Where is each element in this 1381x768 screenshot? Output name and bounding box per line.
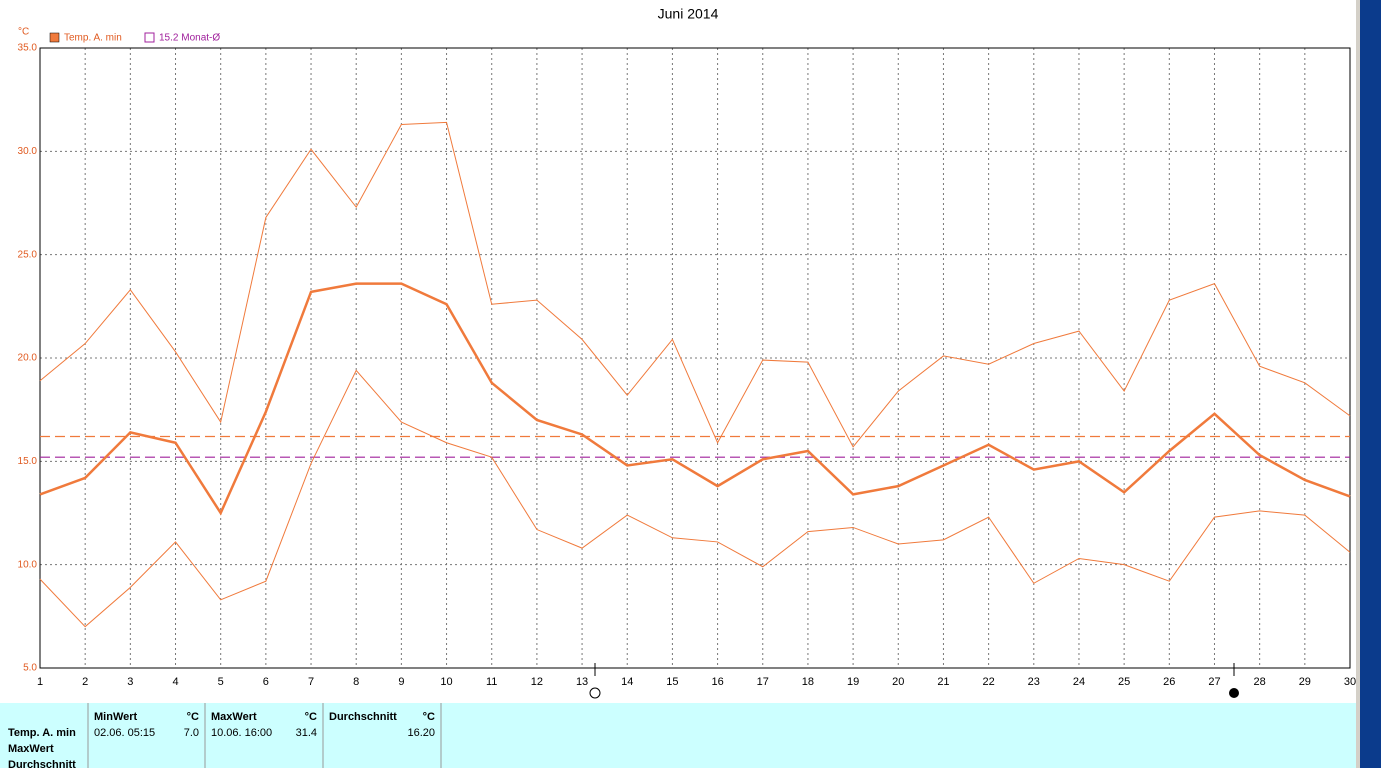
x-tick-label: 19: [847, 676, 859, 688]
x-tick-label: 2: [82, 676, 88, 688]
desktop-strip: [1360, 0, 1381, 768]
column-unit: °C: [305, 711, 317, 723]
x-tick-label: 30: [1344, 676, 1356, 688]
y-unit: °C: [18, 27, 29, 38]
row-label: Temp. A. min: [8, 727, 76, 739]
plot-area: 5.010.015.020.025.030.035.01 2 3 4 5 6 7 8 9 10 11…: [18, 43, 1357, 688]
legend-swatch: [144, 32, 155, 43]
x-tick-label: 23: [1028, 676, 1040, 688]
x-tick-label: 29: [1299, 676, 1311, 688]
x-tick-label: 20: [892, 676, 904, 688]
data-line: [39, 369, 1351, 628]
legend-label: Temp. A. min: [64, 33, 122, 44]
window-edge: [1356, 0, 1360, 768]
legend-swatch: [49, 32, 60, 43]
cell-value: 7.0: [184, 727, 199, 739]
x-tick-label: 7: [308, 676, 314, 688]
x-tick-label: 4: [172, 676, 178, 688]
summary-panel: [0, 703, 1356, 768]
column-unit: °C: [423, 711, 435, 723]
x-tick-label: 28: [1254, 676, 1266, 688]
data-line: [39, 121, 1351, 448]
full-moon: [589, 687, 601, 699]
x-tick-label: 13: [576, 676, 588, 688]
column-header: Durchschnitt: [329, 711, 397, 723]
x-tick-label: 12: [531, 676, 543, 688]
y-tick-label: 20.0: [18, 353, 38, 364]
y-tick-label: 15.0: [18, 456, 38, 467]
data-line: [39, 282, 1351, 516]
cell-value: 31.4: [296, 727, 317, 739]
x-tick-label: 5: [218, 676, 224, 688]
y-tick-label: 10.0: [18, 559, 38, 570]
new-moon: [1229, 688, 1239, 698]
y-tick-label: 5.0: [23, 663, 37, 674]
x-tick-label: 14: [621, 676, 633, 688]
plot-frame: [39, 47, 1351, 669]
summary-table: Temp. A. min MaxWert Durchschnitt MinWert °C…: [8, 703, 442, 768]
cell-time: 02.06. 05:15: [94, 727, 155, 739]
x-tick-label: 24: [1073, 676, 1085, 688]
x-tick-label: 11: [486, 676, 497, 688]
cell-time: 10.06. 16:00: [211, 727, 272, 739]
x-tick-label: 16: [711, 676, 723, 688]
x-tick-label: 27: [1208, 676, 1220, 688]
x-tick-label: 26: [1163, 676, 1175, 688]
y-tick-label: 25.0: [18, 249, 38, 260]
row-label: MaxWert: [8, 743, 54, 755]
cell-value: 16.20: [407, 727, 435, 739]
x-tick-label: 10: [440, 676, 452, 688]
x-tick-label: 21: [937, 676, 949, 688]
column-header: MaxWert: [211, 711, 257, 723]
column-unit: °C: [187, 711, 199, 723]
y-tick-label: 30.0: [18, 146, 38, 157]
x-tick-label: 22: [982, 676, 994, 688]
x-tick-label: 1: [37, 676, 43, 688]
column-header: MinWert: [94, 711, 138, 723]
x-tick-label: 18: [802, 676, 814, 688]
x-tick-label: 17: [757, 676, 769, 688]
x-tick-label: 3: [127, 676, 133, 688]
x-tick-label: 6: [263, 676, 269, 688]
x-tick-label: 8: [353, 676, 359, 688]
x-tick-label: 9: [398, 676, 404, 688]
chart-title: Juni 2014: [658, 6, 719, 22]
x-tick-label: 25: [1118, 676, 1130, 688]
y-tick-label: 35.0: [18, 43, 38, 54]
legend-label: 15.2 Monat-Ø: [159, 33, 220, 44]
row-label: Durchschnitt: [8, 759, 76, 768]
x-tick-label: 15: [666, 676, 678, 688]
